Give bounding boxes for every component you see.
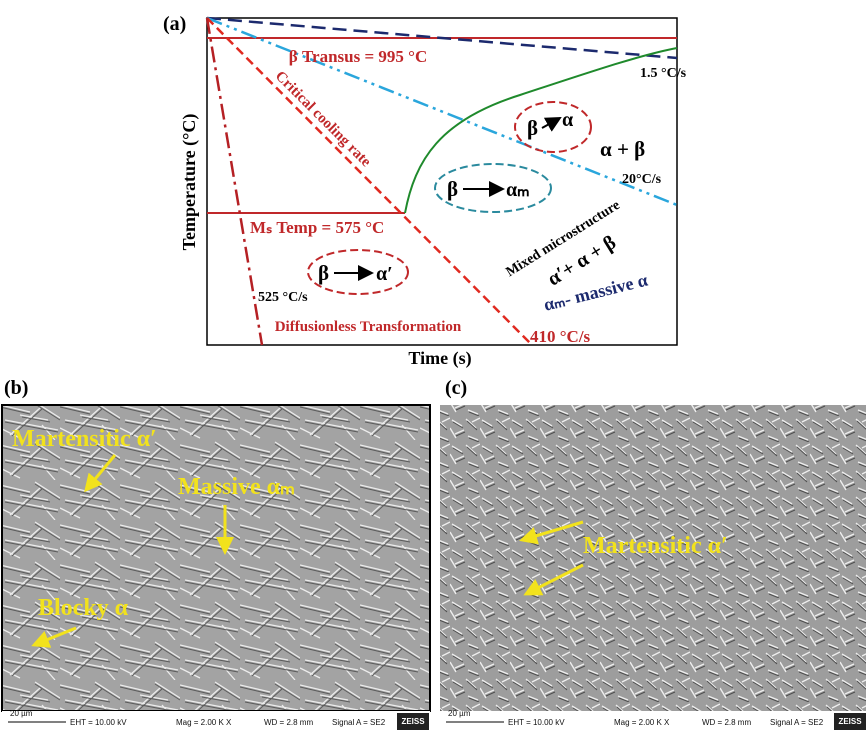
phase-label: α + β xyxy=(600,137,645,161)
info-text: Mag = 2.00 K X xyxy=(614,718,670,727)
annotation: Blocky α xyxy=(38,595,129,621)
info-text: EHT = 10.00 kV xyxy=(70,718,127,727)
scale-label: 20 µm xyxy=(448,709,471,718)
figure: (a) Temperature (°C) Time (s) β Transus … xyxy=(0,0,866,731)
scale-label: 20 µm xyxy=(10,709,33,718)
diffusionless-label: Diffusionless Transformation xyxy=(275,319,462,335)
logo: ZEISS xyxy=(838,717,862,726)
transformation-to: αₘ xyxy=(506,179,530,201)
info-text: Signal A = SE2 xyxy=(770,718,824,727)
info-text: WD = 2.8 mm xyxy=(702,718,751,727)
annotation: Martensitic α′ xyxy=(583,533,728,559)
info-text: Mag = 2.00 K X xyxy=(176,718,232,727)
transformation-from: β xyxy=(447,177,458,201)
info-text: Signal A = SE2 xyxy=(332,718,386,727)
info-text: EHT = 10.00 kV xyxy=(508,718,565,727)
transformation-to: α′ xyxy=(376,263,393,285)
panel-label: (b) xyxy=(4,377,28,399)
beta-transus-label: β Transus = 995 °C xyxy=(289,47,427,66)
info-text: WD = 2.8 mm xyxy=(264,718,313,727)
transformation-to: α xyxy=(562,109,573,131)
ms-label: Mₛ Temp = 575 °C xyxy=(250,218,384,237)
rate-label: 410 °C/s xyxy=(530,327,591,346)
rate-label: 525 °C/s xyxy=(258,290,308,305)
panel-label: (c) xyxy=(445,377,467,399)
annotation: Martensitic α′ xyxy=(12,426,157,452)
y-axis-label: Temperature (°C) xyxy=(179,114,200,251)
annotation: Massive αₘ xyxy=(178,474,295,500)
rate-label: 20°C/s xyxy=(622,172,662,187)
x-axis-label: Time (s) xyxy=(408,348,471,369)
transformation-from: β xyxy=(527,116,538,140)
transformation-from: β xyxy=(318,261,329,285)
logo: ZEISS xyxy=(401,717,425,726)
panel-label: (a) xyxy=(163,13,186,35)
rate-label: 1.5 °C/s xyxy=(640,66,687,81)
